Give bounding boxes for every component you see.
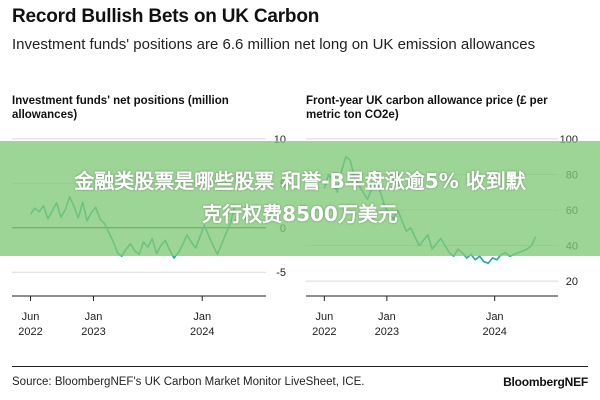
left-x-tick-month-0: Jun — [22, 311, 40, 323]
left-y-tick-label-3: -5 — [276, 267, 286, 279]
left-x-tick-year-2: 2024 — [190, 326, 214, 338]
right-x-tick-month-1: Jan — [378, 311, 396, 323]
right-x-tick-year-0: 2022 — [312, 326, 336, 338]
left-chart-title: Investment funds' net positions (million… — [12, 95, 229, 121]
right-x-tick-year-1: 2023 — [375, 326, 399, 338]
right-x-tick-month-0: Jun — [315, 311, 333, 323]
right-y-tick-label-4: 20 — [566, 276, 578, 288]
right-chart-title: Front-year UK carbon allowance price (£ … — [306, 95, 548, 121]
left-x-tick-year-1: 2023 — [81, 326, 105, 338]
right-x-tick-year-2: 2024 — [482, 326, 506, 338]
promo-banner-line-1: 金融类股票是哪些股票 和誉-B早盘涨逾5% 收到默 — [74, 169, 526, 193]
source-note: Source: BloombergNEF's UK Carbon Market … — [12, 376, 365, 388]
page-subtitle: Investment funds' positions are 6.6 mill… — [12, 36, 536, 53]
promo-banner-line-2: 克行权费8500万美元 — [202, 202, 398, 226]
right-x-tick-month-2: Jan — [486, 311, 504, 323]
left-x-tick-month-1: Jan — [85, 311, 103, 323]
brand-logo: BloombergNEF — [503, 375, 588, 389]
footer-rule — [12, 366, 588, 367]
promo-banner[interactable] — [0, 141, 600, 256]
promo-banner-text[interactable]: 金融类股票是哪些股票 和誉-B早盘涨逾5% 收到默 克行权费8500万美元 — [0, 165, 600, 231]
left-x-tick-year-0: 2022 — [18, 326, 42, 338]
page-title: Record Bullish Bets on UK Carbon — [12, 6, 320, 27]
left-x-tick-month-2: Jan — [193, 311, 211, 323]
